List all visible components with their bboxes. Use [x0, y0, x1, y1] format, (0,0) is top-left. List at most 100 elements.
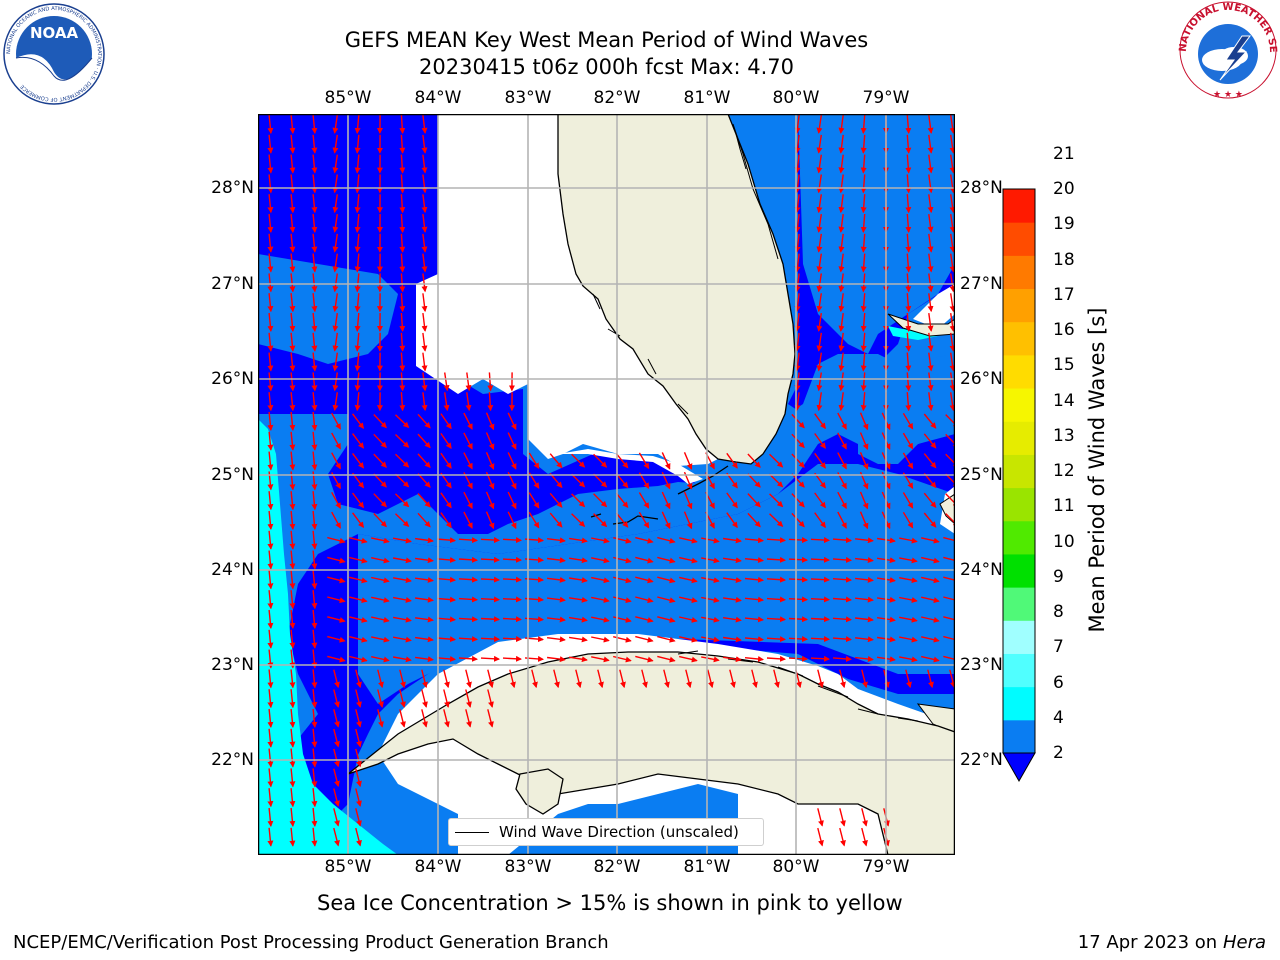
wave-direction-arrow	[547, 616, 566, 623]
wave-direction-arrow	[289, 550, 296, 570]
wave-direction-arrow	[905, 312, 912, 332]
wave-direction-arrow	[547, 656, 566, 663]
wave-direction-arrow	[905, 372, 912, 392]
wave-direction-arrow	[683, 452, 693, 470]
wave-direction-arrow	[415, 537, 434, 544]
wave-direction-arrow	[373, 414, 387, 429]
wave-direction-arrow	[791, 493, 805, 508]
wave-direction-arrow	[838, 313, 845, 332]
wave-direction-arrow	[593, 453, 608, 468]
wave-direction-arrow	[289, 451, 296, 471]
wave-direction-arrow	[415, 636, 434, 643]
wave-direction-arrow	[766, 537, 786, 544]
lat-label-left-22n: 22°N	[211, 750, 254, 770]
wave-direction-arrow	[794, 273, 801, 293]
lat-label-left-26n: 26°N	[211, 369, 254, 389]
svg-text:★ ★ ★: ★ ★ ★	[1213, 90, 1243, 100]
wave-direction-arrow	[945, 513, 955, 528]
wave-direction-arrow	[440, 492, 452, 509]
wave-direction-arrow	[399, 174, 406, 194]
wave-direction-arrow	[949, 352, 955, 372]
wave-direction-arrow	[333, 669, 340, 689]
wave-direction-arrow	[371, 616, 390, 623]
colorbar-segment	[1003, 620, 1035, 654]
wave-direction-arrow	[837, 511, 847, 529]
wave-direction-arrow	[860, 332, 867, 352]
wave-direction-arrow	[722, 577, 742, 583]
wave-direction-arrow	[311, 194, 318, 214]
wave-direction-arrow	[436, 596, 456, 603]
wave-direction-arrow	[817, 669, 824, 689]
wave-direction-arrow	[399, 332, 406, 352]
wave-direction-arrow	[838, 253, 845, 273]
wave-direction-arrow	[902, 511, 914, 529]
wave-direction-arrow	[463, 511, 473, 529]
wave-direction-arrow	[927, 134, 934, 154]
wave-direction-arrow	[289, 411, 296, 431]
wave-direction-arrow	[791, 453, 805, 468]
wave-direction-arrow	[905, 213, 912, 233]
wave-direction-arrow	[354, 233, 361, 253]
wave-direction-arrow	[638, 452, 650, 470]
wave-direction-arrow	[267, 609, 274, 629]
wave-direction-arrow	[943, 536, 955, 542]
wave-direction-arrow	[902, 412, 914, 430]
wave-direction-arrow	[571, 473, 586, 488]
colorbar-tick-7: 7	[1053, 637, 1064, 658]
wave-direction-arrow	[267, 827, 274, 847]
wave-direction-arrow	[949, 392, 955, 412]
wave-direction-arrow	[661, 511, 671, 530]
wave-direction-arrow	[331, 511, 341, 529]
wave-direction-arrow	[838, 352, 845, 372]
colorbar-tick-13: 13	[1053, 425, 1075, 446]
wave-direction-arrow	[810, 596, 830, 603]
wave-direction-arrow	[440, 413, 452, 430]
wave-direction-arrow	[458, 537, 478, 544]
wave-direction-arrow	[766, 616, 786, 623]
wave-direction-arrow	[861, 827, 868, 847]
wave-direction-arrow	[354, 372, 361, 392]
wave-direction-arrow	[788, 576, 808, 583]
wave-direction-arrow	[788, 655, 808, 662]
wave-direction-arrow	[331, 432, 341, 450]
wave-direction-arrow	[794, 233, 801, 253]
wave-direction-arrow	[927, 392, 934, 412]
wave-direction-arrow	[458, 616, 478, 623]
wave-direction-arrow	[701, 636, 720, 643]
wave-direction-arrow	[289, 372, 296, 392]
colorbar-segment	[1003, 653, 1035, 688]
wave-direction-arrow	[528, 452, 540, 470]
wave-direction-arrow	[415, 656, 434, 663]
wave-direction-arrow	[814, 433, 826, 449]
wave-direction-arrow	[921, 576, 940, 584]
wave-direction-arrow	[463, 412, 473, 430]
wave-direction-arrow	[355, 827, 362, 847]
wave-direction-arrow	[949, 669, 955, 689]
wave-direction-arrow	[591, 576, 610, 584]
wave-direction-arrow	[860, 174, 867, 194]
wave-direction-arrow	[465, 709, 472, 728]
colorbar-tick-17: 17	[1053, 284, 1075, 305]
florida-coast-detail	[592, 123, 779, 415]
wave-direction-arrow	[399, 253, 406, 273]
wave-direction-arrow	[267, 570, 274, 590]
lat-label-right-27n: 27°N	[960, 274, 1003, 294]
wave-direction-arrow	[443, 392, 450, 412]
wave-direction-arrow	[860, 273, 867, 293]
wave-direction-arrow	[591, 537, 610, 544]
wave-direction-arrow	[502, 596, 522, 603]
wave-direction-arrow	[722, 557, 742, 564]
wave-direction-arrow	[349, 616, 368, 623]
colorbar-segments	[1003, 189, 1035, 754]
wave-direction-arrow	[355, 689, 362, 708]
lat-label-right-23n: 23°N	[960, 655, 1003, 675]
wave-direction-arrow	[859, 432, 869, 451]
wave-direction-arrow	[832, 556, 852, 563]
wave-direction-arrow	[349, 636, 368, 643]
wave-direction-arrow	[945, 493, 955, 508]
wave-direction-arrow	[421, 313, 428, 332]
wave-direction-arrow	[615, 492, 629, 508]
chart-title-line2: 20230415 t06z 000h fcst Max: 4.70	[419, 55, 794, 79]
wave-direction-arrow	[311, 233, 318, 253]
wave-direction-arrow	[349, 537, 368, 544]
